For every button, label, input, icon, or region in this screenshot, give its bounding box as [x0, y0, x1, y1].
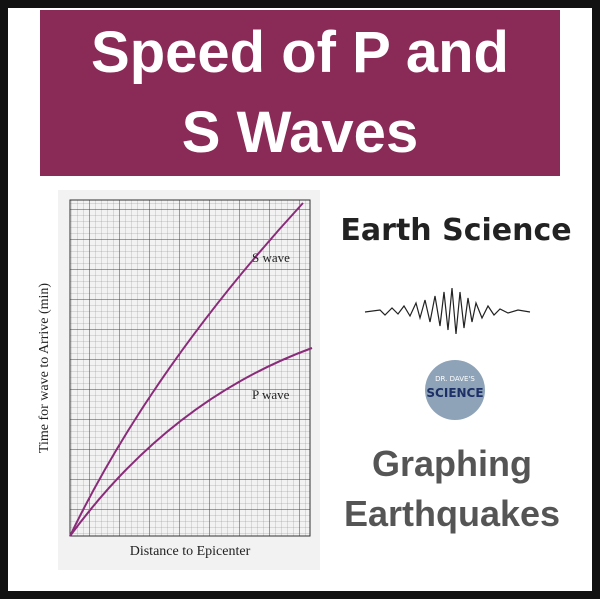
logo-text: SCIENCE — [426, 386, 483, 400]
logo — [425, 360, 485, 420]
y-label: Time for wave to Arrive (min) — [37, 283, 52, 454]
footer-line: Graphing — [372, 443, 532, 484]
seismogram — [364, 287, 531, 335]
x-label: Distance to Epicenter — [130, 544, 251, 559]
logo-text: DR. DAVE'S — [435, 375, 475, 383]
p-curve — [69, 347, 313, 537]
grid — [69, 199, 311, 537]
title-line: S Waves — [182, 100, 418, 165]
s-label: S wave — [252, 250, 290, 265]
footer-line: Earthquakes — [344, 493, 560, 534]
title-line: Speed of P and — [91, 20, 509, 85]
header-band — [40, 10, 560, 176]
s-curve — [69, 202, 304, 537]
subject: Earth Science — [340, 213, 571, 248]
p-label: P wave — [252, 387, 290, 402]
